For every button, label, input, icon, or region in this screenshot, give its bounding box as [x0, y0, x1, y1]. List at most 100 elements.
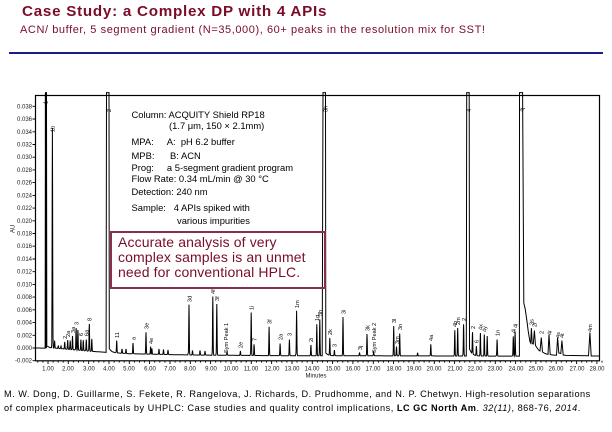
svg-text:Minutes: Minutes [305, 374, 326, 380]
svg-text:0.014: 0.014 [17, 257, 33, 263]
svg-text:4e: 4e [149, 338, 155, 344]
svg-text:3l: 3l [392, 319, 398, 323]
svg-text:4i: 4i [512, 329, 518, 333]
svg-text:12.00: 12.00 [264, 366, 280, 372]
svg-text:0.016: 0.016 [17, 244, 33, 250]
svg-text:1b: 1b [51, 126, 57, 132]
svg-text:23.00: 23.00 [487, 366, 503, 372]
svg-text:3n: 3n [398, 324, 404, 330]
svg-text:2: 2 [540, 331, 546, 334]
svg-text:9.00: 9.00 [205, 366, 217, 372]
svg-text:4m: 4m [588, 324, 594, 332]
svg-text:3: 3 [74, 322, 80, 325]
svg-text:5.00: 5.00 [123, 366, 135, 372]
svg-text:26.00: 26.00 [548, 366, 564, 372]
svg-text:4x: 4x [479, 324, 485, 330]
svg-text:6.00: 6.00 [144, 366, 156, 372]
svg-text:13.00: 13.00 [284, 366, 300, 372]
svg-text:21.00: 21.00 [447, 366, 463, 372]
svg-text:7: 7 [252, 338, 258, 341]
svg-text:11: 11 [115, 332, 121, 338]
svg-text:2: 2 [63, 336, 69, 339]
svg-text:17.00: 17.00 [365, 366, 381, 372]
svg-text:6a: 6a [85, 329, 91, 336]
svg-text:3k: 3k [365, 325, 371, 331]
svg-text:0.010: 0.010 [17, 282, 33, 288]
svg-text:4s: 4s [556, 332, 562, 338]
svg-text:24.00: 24.00 [508, 366, 524, 372]
svg-text:16.00: 16.00 [345, 366, 361, 372]
svg-text:22.00: 22.00 [467, 366, 483, 372]
svg-text:3m: 3m [395, 336, 401, 344]
svg-text:a: a [131, 336, 137, 340]
svg-text:7.00: 7.00 [164, 366, 176, 372]
svg-text:3: 3 [288, 333, 294, 336]
svg-text:6: 6 [475, 340, 481, 343]
svg-text:3a: 3a [71, 326, 77, 333]
svg-text:25.00: 25.00 [528, 366, 544, 372]
svg-text:2.00: 2.00 [62, 366, 74, 372]
svg-text:1n: 1n [495, 330, 501, 336]
svg-text:AU: AU [11, 225, 17, 233]
svg-text:8: 8 [88, 318, 94, 321]
svg-text:3.00: 3.00 [83, 366, 95, 372]
svg-text:3j: 3j [358, 346, 364, 350]
svg-text:Sym Peak 1: Sym Peak 1 [224, 323, 230, 353]
svg-text:4f: 4f [211, 289, 217, 294]
svg-text:2a: 2a [66, 330, 72, 337]
svg-text:3f: 3f [215, 296, 221, 301]
svg-text:2r: 2r [533, 322, 539, 327]
svg-text:3h: 3h [323, 106, 329, 112]
svg-text:0.020: 0.020 [17, 219, 33, 225]
svg-text:2: 2 [107, 109, 113, 112]
svg-text:0.012: 0.012 [17, 270, 33, 276]
svg-text:1: 1 [44, 101, 50, 104]
svg-text:4t: 4t [560, 333, 566, 338]
svg-text:0.022: 0.022 [17, 206, 33, 212]
svg-text:0.008: 0.008 [17, 295, 33, 301]
svg-text:-0.002: -0.002 [15, 359, 33, 365]
svg-text:0.024: 0.024 [17, 193, 33, 199]
svg-text:27.00: 27.00 [569, 366, 585, 372]
svg-text:2m: 2m [456, 317, 462, 325]
svg-text:28.00: 28.00 [589, 366, 605, 372]
svg-text:0.034: 0.034 [17, 130, 33, 136]
svg-text:2e: 2e [239, 342, 245, 348]
svg-text:4l: 4l [513, 324, 519, 328]
svg-text:1i: 1i [250, 306, 256, 310]
svg-text:18.00: 18.00 [386, 366, 402, 372]
svg-text:2: 2 [471, 326, 477, 329]
svg-text:2i: 2i [309, 338, 315, 342]
svg-text:19.00: 19.00 [406, 366, 422, 372]
svg-text:6: 6 [79, 333, 85, 336]
svg-text:2: 2 [462, 318, 468, 321]
svg-text:3i: 3i [341, 310, 347, 314]
svg-text:Sym Peak 2: Sym Peak 2 [372, 323, 378, 353]
svg-text:0.028: 0.028 [17, 168, 33, 174]
svg-text:0.026: 0.026 [17, 181, 33, 187]
svg-text:0.038: 0.038 [17, 104, 33, 110]
svg-text:3d: 3d [187, 296, 193, 302]
svg-text:4b: 4b [453, 321, 459, 327]
svg-text:4: 4 [467, 109, 473, 112]
svg-text:4j: 4j [520, 108, 526, 112]
svg-text:4.00: 4.00 [103, 366, 115, 372]
svg-text:3h: 3h [318, 310, 324, 316]
svg-text:0.002: 0.002 [17, 333, 33, 339]
svg-text:1.00: 1.00 [42, 366, 54, 372]
svg-text:11.00: 11.00 [244, 366, 259, 372]
svg-text:3f: 3f [267, 319, 273, 324]
svg-text:15.00: 15.00 [325, 366, 341, 372]
svg-text:14.00: 14.00 [304, 366, 320, 372]
svg-text:2k: 2k [328, 329, 334, 335]
svg-text:3e: 3e [144, 323, 150, 329]
svg-text:0.018: 0.018 [17, 232, 33, 238]
svg-text:4r: 4r [547, 330, 553, 335]
svg-text:0.030: 0.030 [17, 155, 33, 161]
svg-text:4y: 4y [483, 326, 489, 332]
svg-text:3: 3 [333, 344, 339, 347]
svg-text:0.006: 0.006 [17, 308, 33, 314]
svg-text:4a: 4a [429, 334, 435, 341]
svg-text:10.00: 10.00 [223, 366, 239, 372]
svg-text:0.000: 0.000 [17, 346, 33, 352]
